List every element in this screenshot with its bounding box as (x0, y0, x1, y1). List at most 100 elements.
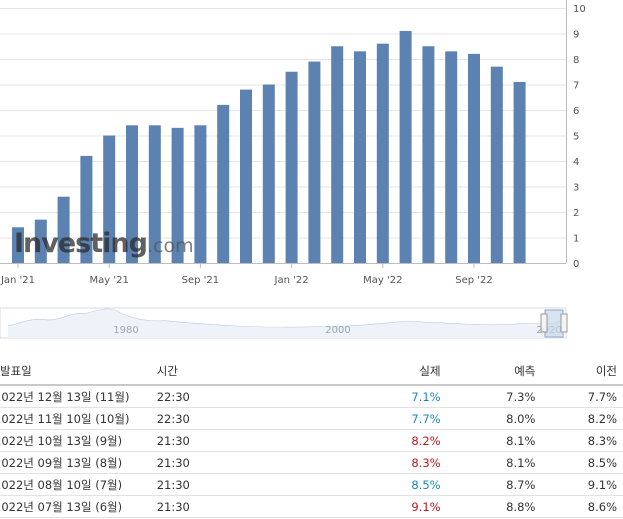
col-header-previous[interactable]: 이전 (541, 358, 623, 386)
row-forecast: 8.1% (446, 429, 542, 452)
bar[interactable] (126, 125, 138, 263)
bar[interactable] (57, 196, 70, 263)
row-date-text: 2022년 08월 10일 (7월) (0, 477, 123, 492)
y-tick-label: 7 (573, 81, 579, 92)
bar[interactable] (217, 104, 230, 264)
row-date-text: 2022년 09월 13일 (8월) (0, 455, 123, 470)
bar[interactable] (148, 125, 161, 263)
col-header-date-label: 발표일 (0, 364, 32, 378)
row-actual: 9.1% (334, 495, 447, 518)
table-row: 2022년 11월 10일 (10월) 22:30 7.7% 8.0% 8.2% (0, 407, 623, 430)
row-time: 21:30 (150, 429, 335, 452)
row-time: 22:30 (150, 407, 335, 430)
bar[interactable] (331, 46, 344, 263)
x-tick-label: Jan '22 (274, 275, 309, 286)
investing-watermark-logo: Investing.com (14, 228, 194, 259)
row-forecast: 8.0% (446, 407, 542, 430)
bar[interactable] (171, 127, 184, 263)
row-forecast: 8.8% (446, 495, 542, 518)
navigator-label-2000: 2000 (325, 325, 350, 336)
row-date: 2022년 08월 10일 (7월) (0, 473, 151, 496)
col-header-actual[interactable]: 실제 (334, 358, 447, 386)
col-header-time[interactable]: 시간 (150, 358, 335, 386)
col-header-previous-label: 이전 (595, 364, 617, 378)
row-date: 2022년 11월 10일 (10월) (0, 407, 151, 430)
navigator-window[interactable] (544, 309, 564, 338)
bar[interactable] (468, 53, 480, 264)
row-date: 2022년 09월 13일 (8월) (0, 451, 151, 474)
row-previous: 8.5% (541, 451, 623, 474)
x-tick-label: May '21 (90, 275, 129, 286)
bar[interactable] (262, 84, 275, 264)
navigator-label-1980: 1980 (113, 325, 138, 336)
bar[interactable] (240, 89, 252, 263)
row-forecast: 7.3% (446, 385, 542, 408)
bar[interactable] (12, 227, 24, 263)
y-tick-label: 5 (573, 132, 579, 143)
row-time: 21:30 (150, 451, 335, 474)
bar[interactable] (80, 155, 93, 263)
inflation-bar-chart: 0 1 2 3 4 5 6 7 8 9 10 Jan '21 May '21 Sep '21 Jan '2… (0, 0, 586, 286)
row-forecast: 8.7% (446, 473, 542, 496)
table-row: 2022년 09월 13일 (8월) 21:30 8.3% 8.1% 8.5% (0, 451, 623, 474)
bar[interactable] (422, 46, 435, 263)
row-time: 22:30 (150, 385, 335, 408)
table-row: 2022년 10월 13일 (9월) 21:30 8.2% 8.1% 8.3% (0, 429, 623, 452)
row-date-text: 2022년 07월 13일 (6월) (0, 499, 123, 514)
row-date: 2022년 10월 13일 (9월) (0, 429, 151, 452)
x-tick-label: Jan '21 (0, 275, 35, 286)
release-history-table: 발표일 시간 실제 예측 이전 2022년 12월 13일 (11월) 22:3… (0, 358, 623, 518)
navigator-left-handle[interactable] (540, 313, 548, 333)
row-time: 21:30 (150, 495, 335, 518)
bar[interactable] (285, 71, 298, 263)
y-tick-label: 10 (573, 4, 586, 15)
bar[interactable] (308, 61, 321, 263)
bar[interactable] (490, 66, 503, 264)
row-date-text: 2022년 11월 10일 (10월) (0, 411, 130, 426)
navigator-right-handle[interactable] (560, 313, 568, 333)
row-previous: 8.2% (541, 407, 623, 430)
row-date-text: 2022년 10월 13일 (9월) (0, 433, 123, 448)
bar[interactable] (445, 51, 458, 263)
bar[interactable] (194, 125, 207, 263)
col-header-date[interactable]: 발표일 (0, 358, 151, 386)
chart-svg: 0 1 2 3 4 5 6 7 8 9 10 Jan '21 May '21 Sep '21 Jan '2… (0, 0, 586, 286)
bar[interactable] (513, 81, 526, 263)
bar[interactable] (354, 51, 366, 263)
row-previous: 8.6% (541, 495, 623, 518)
col-header-forecast[interactable]: 예측 (446, 358, 542, 386)
y-tick-label: 3 (573, 183, 579, 194)
bar[interactable] (399, 30, 412, 264)
bar[interactable] (376, 43, 389, 264)
y-tick-label: 6 (573, 106, 579, 117)
bar[interactable] (34, 219, 47, 263)
navigator-area (8, 309, 560, 338)
row-actual: 8.5% (334, 473, 447, 496)
row-forecast: 8.1% (446, 451, 542, 474)
range-navigator[interactable]: 1980 2000 2020 (0, 300, 623, 342)
col-header-actual-label: 실제 (419, 364, 441, 378)
y-tick-label: 8 (573, 55, 579, 66)
row-previous: 9.1% (541, 473, 623, 496)
row-previous: 7.7% (541, 385, 623, 408)
y-tick-label: 9 (573, 30, 579, 41)
bar[interactable] (103, 135, 116, 264)
row-actual: 7.7% (334, 407, 447, 430)
row-actual: 8.3% (334, 451, 447, 474)
table-row: 2022년 08월 10일 (7월) 21:30 8.5% 8.7% 9.1% (0, 473, 623, 496)
y-tick-label: 0 (573, 259, 579, 270)
table-row: 2022년 07월 13일 (6월) 21:30 9.1% 8.8% 8.6% (0, 495, 623, 518)
row-date: 2022년 07월 13일 (6월) (0, 495, 151, 518)
x-tick-label: Sep '21 (182, 275, 220, 286)
col-header-forecast-label: 예측 (514, 364, 536, 378)
row-previous: 8.3% (541, 429, 623, 452)
y-tick-label: 1 (573, 234, 579, 245)
table-row: 2022년 12월 13일 (11월) 22:30 7.1% 7.3% 7.7% (0, 385, 623, 408)
x-tick-label: May '22 (363, 275, 402, 286)
x-tick-label: Sep '22 (455, 275, 493, 286)
row-date: 2022년 12월 13일 (11월) (0, 385, 151, 408)
row-time: 21:30 (150, 473, 335, 496)
table-header-row: 발표일 시간 실제 예측 이전 (0, 358, 623, 386)
y-tick-label: 2 (573, 208, 579, 219)
row-date-text: 2022년 12월 13일 (11월) (0, 389, 130, 404)
